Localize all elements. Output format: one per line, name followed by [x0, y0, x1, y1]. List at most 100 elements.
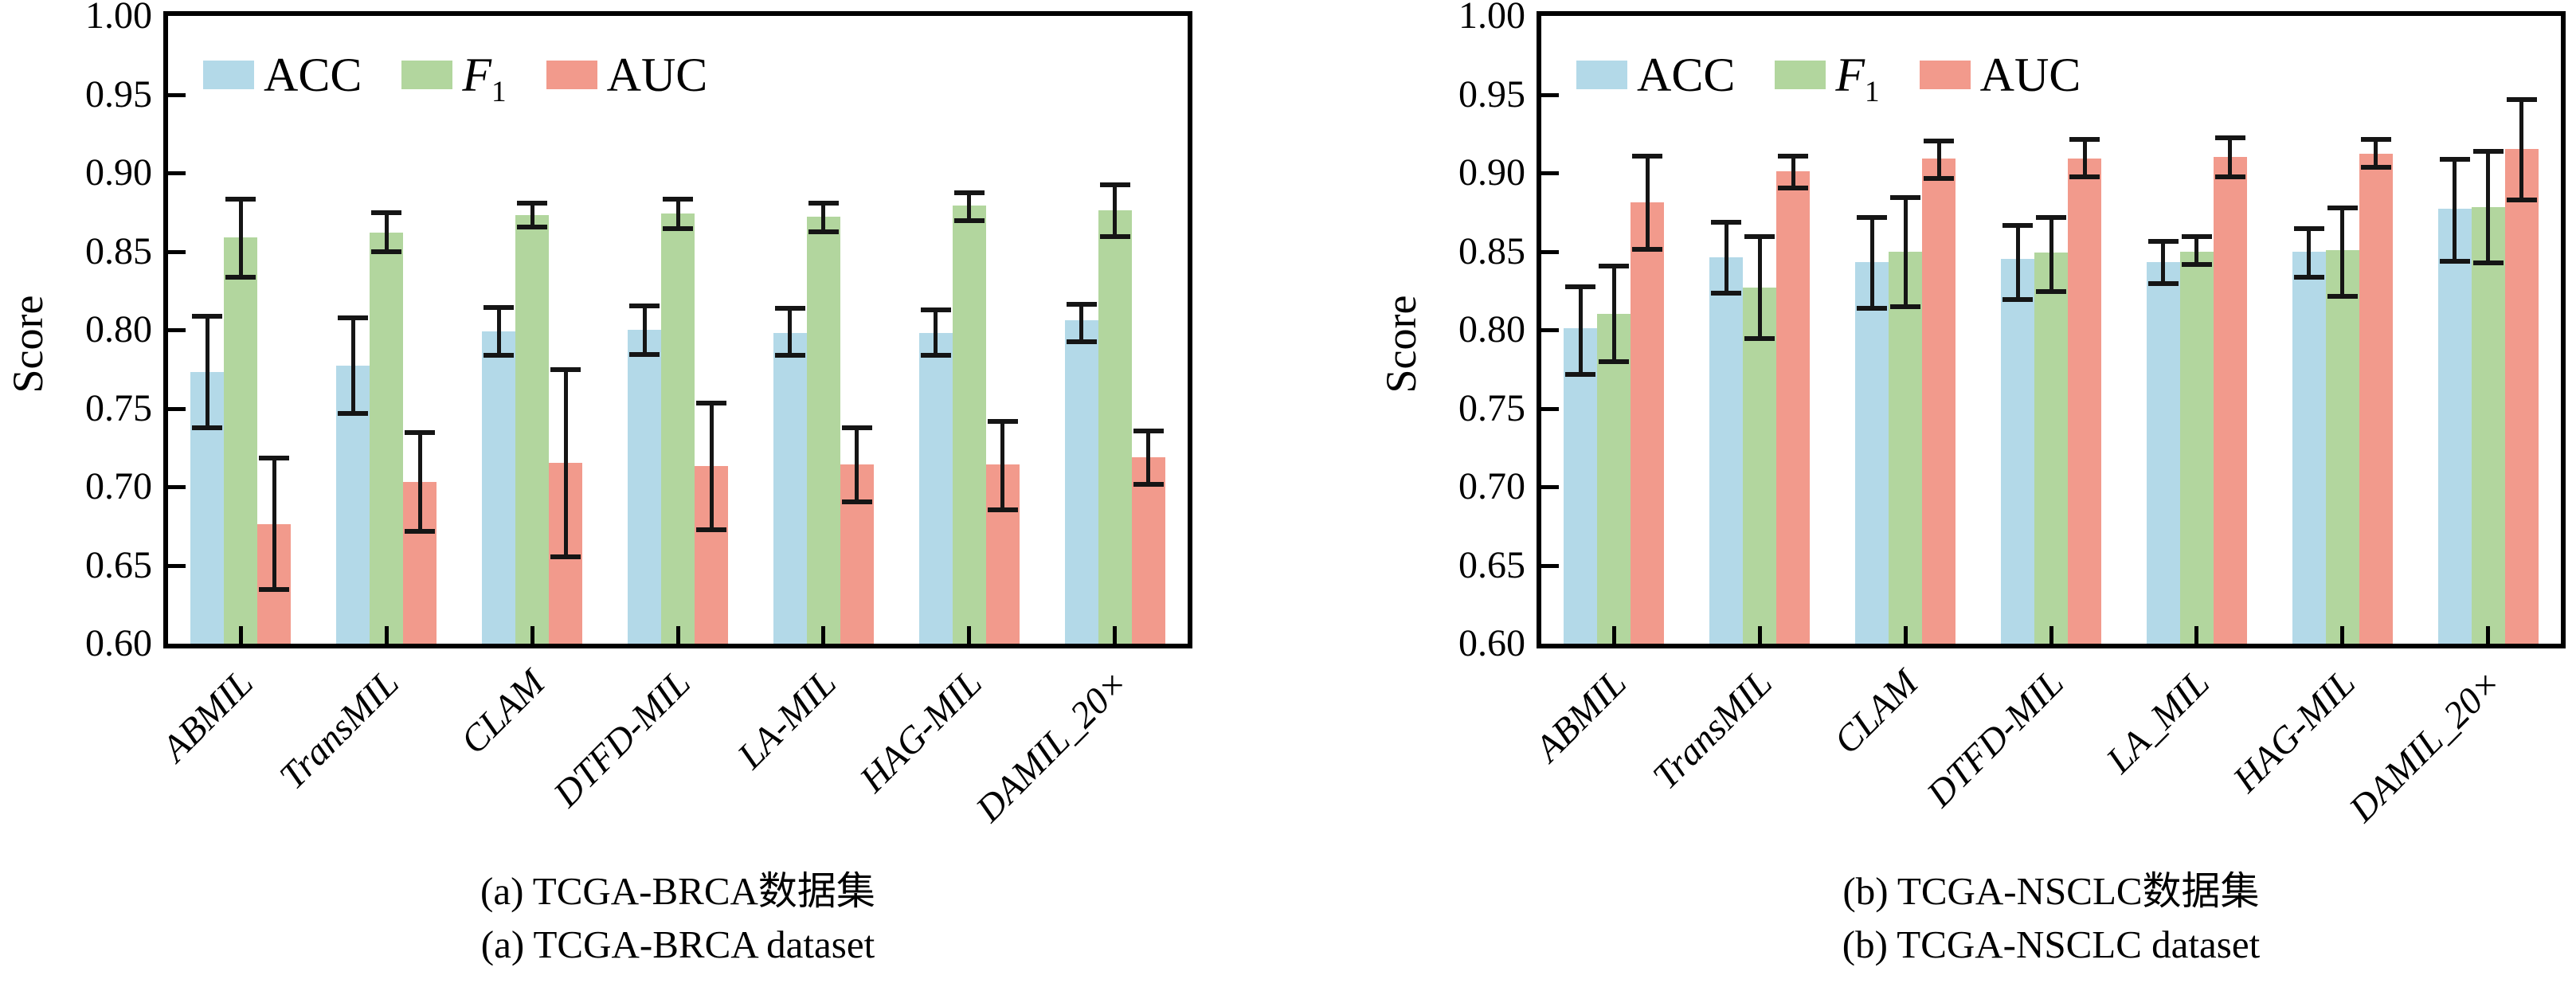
error-bar	[967, 190, 972, 224]
error-bar	[1146, 429, 1151, 487]
error-bar	[272, 455, 276, 592]
bar-auc	[2213, 157, 2247, 644]
bar-auc	[2359, 154, 2393, 644]
x-tick-mark	[1611, 626, 1616, 644]
error-bar	[642, 303, 647, 357]
y-tick-mark	[1541, 406, 1559, 411]
error-bar	[855, 425, 859, 504]
caption-line-en: (b) TCGA-NSCLC dataset	[1842, 922, 2261, 966]
y-tick-label: 0.95	[85, 72, 152, 116]
bar-f1	[806, 217, 840, 644]
bar-f1	[1889, 251, 1923, 644]
y-tick-label: 0.95	[1458, 72, 1525, 116]
error-bar	[1903, 194, 1908, 310]
error-bar	[1869, 215, 1874, 311]
caption-line-zh: (b) TCGA-NSCLC数据集	[1842, 869, 2260, 913]
error-bar	[1936, 138, 1941, 181]
x-tick-mark	[238, 626, 243, 644]
x-tick-mark	[1113, 626, 1118, 644]
error-bar	[2161, 238, 2166, 286]
error-bar	[1645, 154, 1650, 252]
y-tick-label: 0.70	[1458, 465, 1525, 507]
y-tick-label: 1.00	[85, 0, 152, 37]
y-tick-label: 0.60	[1458, 622, 1525, 664]
bar-acc	[482, 331, 516, 644]
bar-f1	[661, 213, 695, 644]
error-bar	[496, 304, 501, 358]
y-tick-mark	[1541, 92, 1559, 97]
y-tick-label: 0.85	[1458, 229, 1525, 272]
error-bar	[417, 430, 422, 535]
y-tick-mark	[1541, 249, 1559, 254]
x-tick-mark	[530, 626, 534, 644]
caption: (b) TCGA-NSCLC数据集 (b) TCGA-NSCLC dataset	[1537, 865, 2566, 971]
legend-swatch-icon	[1919, 61, 1971, 89]
x-tick-mark	[2486, 626, 2491, 644]
y-tick-label: 0.75	[1458, 386, 1525, 429]
bar-auc	[1776, 171, 1811, 644]
legend-label: F1	[1835, 49, 1880, 108]
bar-f1	[1098, 210, 1132, 644]
y-tick-label: 0.90	[1458, 151, 1525, 194]
error-bar	[2340, 206, 2345, 299]
legend-label: AUC	[1979, 49, 2081, 101]
x-tick-mark	[2194, 626, 2199, 644]
x-tick-mark	[1903, 626, 1908, 644]
caption-line-en: (a) TCGA-BRCA dataset	[480, 922, 875, 966]
bar-f1	[515, 215, 550, 644]
legend-label: ACC	[264, 49, 362, 101]
bar-acc	[2292, 251, 2326, 644]
bar-acc	[1564, 328, 1598, 644]
bar-acc	[628, 330, 661, 644]
error-bar	[238, 196, 243, 280]
x-tick-mark	[821, 626, 826, 644]
y-tick-label: 0.65	[85, 543, 152, 586]
legend-swatch-icon	[1775, 61, 1826, 89]
legend-item-f1: F1	[401, 49, 507, 108]
bar-f1	[2325, 249, 2359, 644]
legend-label: AUC	[606, 49, 708, 101]
error-bar	[350, 315, 355, 417]
legend-item-acc: ACC	[1576, 51, 1735, 99]
y-tick-mark	[168, 92, 186, 97]
error-bar	[2374, 136, 2378, 170]
plot-area: ACC F1 AUC	[163, 11, 1192, 648]
caption-line-zh: (a) TCGA-BRCA数据集	[480, 869, 875, 913]
bar-auc	[1922, 159, 1956, 644]
x-tick-mark	[2049, 626, 2053, 644]
error-bar	[788, 306, 793, 358]
y-tick-label: 0.75	[85, 386, 152, 429]
bar-acc	[918, 332, 953, 644]
legend-item-acc: ACC	[203, 51, 362, 99]
bar-acc	[773, 332, 807, 644]
y-tick-mark	[168, 328, 186, 332]
legend: ACC F1 AUC	[203, 49, 708, 108]
legend-swatch-icon	[546, 61, 597, 89]
y-tick-label: 0.80	[1458, 308, 1525, 351]
error-bar	[2049, 215, 2053, 294]
bar-acc	[2001, 259, 2034, 644]
error-bar	[2307, 226, 2312, 280]
error-bar	[1079, 301, 1084, 344]
bar-f1	[2034, 253, 2068, 644]
y-tick-label: 0.90	[85, 151, 152, 194]
error-bar	[1113, 182, 1118, 239]
legend-item-f1: F1	[1775, 49, 1880, 108]
error-bar	[205, 314, 209, 431]
legend-swatch-icon	[1576, 61, 1627, 89]
x-tick-mark	[384, 626, 389, 644]
error-bar	[675, 196, 680, 231]
y-tick-mark	[1541, 563, 1559, 568]
y-tick-label: 0.85	[85, 229, 152, 272]
y-tick-mark	[1541, 171, 1559, 175]
error-bar	[2228, 135, 2233, 179]
bar-acc	[1709, 257, 1744, 644]
error-bar	[2194, 233, 2199, 268]
plot-area: ACC F1 AUC	[1537, 11, 2566, 648]
bar-acc	[1064, 320, 1098, 644]
error-bar	[934, 307, 938, 358]
bar-f1	[952, 206, 986, 644]
legend-swatch-icon	[401, 61, 453, 89]
x-tick-mark	[675, 626, 680, 644]
legend-label: F1	[462, 49, 507, 108]
